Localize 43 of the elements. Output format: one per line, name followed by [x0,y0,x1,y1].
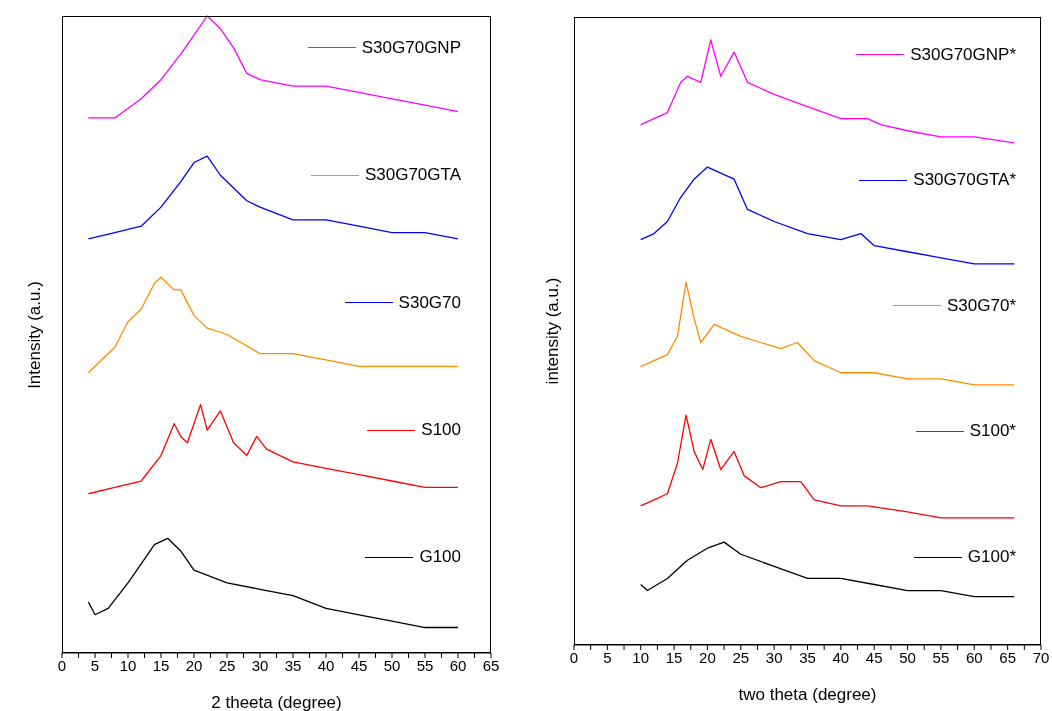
x-tick-label: 40 [317,656,335,674]
x-tick-label: 55 [932,648,950,666]
x-tick-label: 65 [999,648,1016,666]
legend-label: S30G70GTA* [913,170,1016,191]
x-tick-label: 0 [57,656,67,674]
x-tick-label: 60 [449,656,467,674]
x-tick-label: 35 [284,656,302,674]
legend-label: S30G70GNP* [910,44,1016,65]
x-tick-label: 40 [832,648,850,666]
legend-label: S30G70GNP [361,37,461,58]
x-tick-label: 15 [665,648,683,666]
x-axis-title: two theta (degree) [738,685,877,704]
x-tick-label: 10 [632,648,650,666]
x-tick-label: 25 [218,656,236,674]
x-tick-label: 70 [1032,648,1050,666]
x-axis-title: 2 theeta (degree) [211,693,342,711]
x-tick-label: 60 [965,648,983,666]
x-tick-label: 30 [765,648,783,666]
legend-label: G100 [419,547,461,568]
x-tick-label: 45 [350,656,368,674]
x-tick-label: 20 [699,648,716,666]
legend-label: S30G70GTA [364,165,461,186]
y-axis-title: intensity (a.u.) [543,277,564,385]
x-tick-label: 20 [185,656,203,674]
x-tick-label: 5 [603,648,612,666]
x-tick-label: 15 [152,656,170,674]
x-tick-label: 55 [416,656,434,674]
x-tick-label: 50 [899,648,916,666]
legend-label: S100 [421,420,461,441]
legend-label: S100* [969,421,1016,442]
x-tick-label: 35 [799,648,816,666]
x-tick-label: 10 [119,656,137,674]
x-tick-label: 5 [90,656,100,674]
x-tick-label: 25 [732,648,750,666]
legend-label: S30G70 [398,292,461,313]
x-tick-label: 30 [251,656,269,674]
x-tick-label: 0 [569,648,579,666]
x-tick-label: 50 [383,656,401,674]
legend-label: S30G70* [947,295,1016,316]
x-tick-label: 45 [865,648,883,666]
x-tick-label: 65 [482,656,500,674]
legend-label: G100* [967,547,1016,568]
y-axis-title: Intensity (a.u.) [25,280,45,389]
